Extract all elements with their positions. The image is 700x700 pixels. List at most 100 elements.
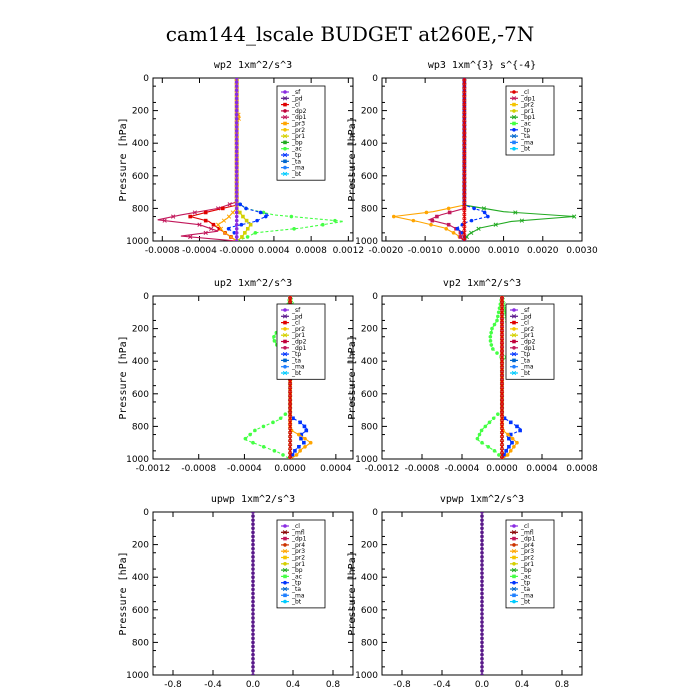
series-marker: [234, 239, 239, 241]
legend-marker: [512, 593, 516, 598]
series-marker: [480, 636, 484, 641]
series-marker: [462, 92, 467, 97]
series-marker: [251, 571, 255, 575]
series-marker: [480, 559, 484, 563]
series-marker: [217, 226, 222, 231]
series-marker: [462, 230, 467, 236]
series-marker: [287, 444, 293, 449]
series-marker: [245, 235, 250, 239]
series-marker: [296, 432, 301, 437]
series-marker: [462, 222, 467, 227]
series-marker: [243, 436, 248, 441]
plot-frame: [152, 295, 354, 460]
x-tick-label: -0.8: [393, 680, 411, 690]
legend-marker: [283, 593, 287, 598]
series-marker: [245, 226, 250, 231]
legend-marker: [283, 128, 287, 132]
series-marker: [171, 214, 176, 219]
series-marker: [251, 518, 255, 522]
x-tick-label: 0.4: [515, 680, 530, 690]
series-marker: [499, 387, 505, 392]
series-marker: [234, 165, 239, 170]
series-marker: [496, 314, 500, 319]
series-marker: [234, 169, 239, 174]
legend-entry: _dp2: [291, 339, 307, 346]
legend-entry: _ac: [520, 121, 531, 128]
y-tick-label: 1000: [126, 671, 149, 681]
legend-entry: _pr2: [520, 555, 534, 562]
series-marker: [499, 346, 505, 352]
series-marker: [251, 559, 255, 563]
series-marker: [228, 234, 234, 240]
series-marker: [480, 534, 484, 539]
series-marker: [287, 391, 293, 396]
series-marker: [234, 231, 239, 235]
series-marker: [480, 603, 484, 608]
plot-frame: [152, 77, 354, 242]
y-tick-label: 200: [132, 325, 149, 335]
legend-entry: _ma: [520, 592, 534, 599]
series-marker: [234, 133, 239, 137]
legend-marker: [282, 96, 288, 101]
legend-marker: [511, 133, 517, 139]
legend-entry: _ma: [291, 165, 305, 172]
y-tick-label: 400: [361, 573, 378, 583]
series-marker: [455, 226, 460, 231]
y-tick-label: 600: [361, 390, 378, 400]
series-marker: [499, 363, 505, 368]
y-axis-label: Pressure [hPa]: [347, 551, 358, 635]
legend-marker: [282, 351, 288, 357]
legend-entry: _tp: [520, 580, 530, 587]
legend-entry: _pr3: [291, 121, 305, 128]
legend-marker: [283, 90, 287, 94]
series-marker: [298, 449, 302, 453]
panel-vpwp: vpwp 1xm^2/s^3 Pressure [hPa] 0 200 400 600 80…: [347, 494, 583, 690]
series-marker: [192, 210, 198, 215]
series-marker: [518, 428, 522, 433]
legend-marker: [283, 580, 287, 585]
series-marker: [234, 108, 239, 113]
legend-entry: _pr3: [291, 548, 305, 555]
panel-title: up2 1xm^2/s^3: [214, 278, 292, 289]
series-marker: [499, 440, 505, 445]
series-marker: [462, 161, 467, 166]
series-marker: [238, 210, 242, 215]
legend-entry: _pr2: [520, 102, 534, 109]
series-marker: [234, 182, 239, 186]
series-marker: [234, 104, 239, 109]
legend-marker: [512, 346, 516, 350]
series-marker: [308, 440, 313, 445]
series-marker: [480, 648, 484, 653]
series-marker: [234, 116, 239, 121]
series-marker: [483, 424, 488, 429]
series-marker: [234, 129, 239, 133]
series-marker: [519, 218, 525, 223]
series-layer: [157, 78, 344, 241]
legend-entry: _ta: [520, 357, 530, 364]
series-marker: [251, 579, 255, 584]
series-marker: [234, 125, 239, 129]
series-marker: [234, 190, 239, 194]
legend-entry: _bt: [291, 599, 302, 606]
legend-marker: [283, 599, 287, 604]
series-marker: [515, 424, 519, 429]
legend-marker: [512, 121, 516, 126]
series-marker: [430, 218, 435, 223]
series-marker: [287, 452, 293, 458]
series-marker: [499, 432, 505, 437]
series-marker: [251, 612, 255, 616]
legend-marker: [511, 370, 517, 376]
legend-box: [276, 85, 326, 181]
legend-entry: _dp1: [291, 345, 307, 352]
y-axis-label: Pressure [hPa]: [347, 117, 358, 201]
series-marker: [462, 145, 467, 150]
series-marker: [508, 420, 513, 425]
series-marker: [251, 636, 255, 641]
series-marker: [462, 181, 467, 187]
y-tick-label: 800: [361, 204, 378, 214]
series-marker: [480, 628, 484, 632]
x-tick-label: 0.0012: [333, 246, 365, 256]
legend-entry: _ta: [291, 357, 301, 364]
series-marker: [499, 444, 505, 449]
